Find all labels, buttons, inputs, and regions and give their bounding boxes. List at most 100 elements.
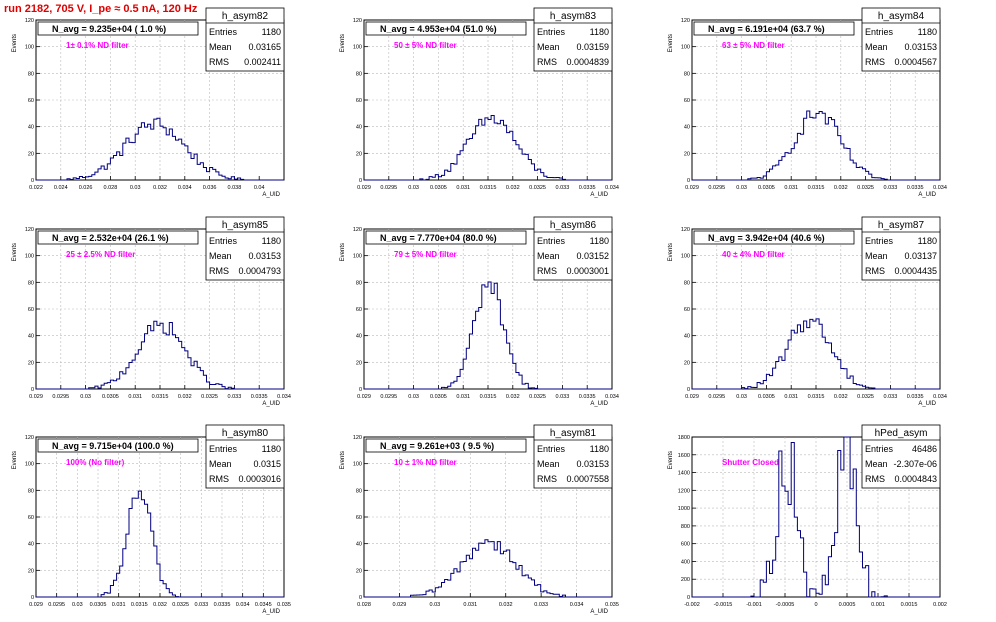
stats-value: 0.0007558	[566, 474, 609, 484]
stats-box	[205, 7, 285, 72]
stats-value: 0.03153	[248, 251, 281, 261]
x-tick-label: 0.038	[228, 185, 242, 191]
x-tick-label: 0.032	[506, 185, 520, 191]
y-tick-label: 60	[28, 307, 34, 313]
y-tick-label: 60	[356, 98, 362, 104]
x-tick-label: 0.034	[933, 185, 947, 191]
histogram-pad-h_asym85: 0.029 0.0295 0.03 0.0305 0.031 0.0315 0.032 0.0…	[12, 216, 291, 407]
y-tick-label: 40	[28, 542, 34, 548]
stats-value: 0.0004567	[894, 57, 937, 67]
stats-value: 0.002411	[244, 57, 281, 67]
plot-title: N_avg = 4.953e+04 (51.0 %)	[380, 24, 497, 34]
histogram-line	[692, 110, 940, 181]
y-tick-label: 60	[356, 515, 362, 521]
x-tick-label: 0.0335	[907, 185, 924, 191]
stats-box	[533, 7, 613, 72]
plot-title: N_avg = 3.942e+04 (40.6 %)	[708, 233, 825, 243]
y-tick-label: 80	[28, 71, 34, 77]
x-tick-label: 0.029	[357, 394, 371, 400]
filter-annotation: 50 ± 5% ND filter	[394, 41, 457, 50]
y-tick-label: 120	[353, 227, 362, 233]
filter-annotation: 1± 0.1% ND filter	[66, 41, 129, 50]
stats-box	[533, 216, 613, 281]
histogram-pad-hPed_asym: -0.002 -0.0015 -0.001 -0.0005 0 0.0005 0.001 0.…	[668, 424, 947, 608]
x-tick-label: 0.033	[884, 394, 898, 400]
stats-label: Entries	[209, 444, 238, 454]
y-tick-label: 20	[356, 151, 362, 157]
stats-label: Mean	[537, 251, 560, 261]
x-tick-label: 0.034	[570, 602, 584, 608]
stats-label: Mean	[209, 251, 232, 261]
stats-label: Entries	[865, 444, 894, 454]
stats-label: Entries	[209, 27, 238, 37]
x-tick-label: 0.033	[884, 185, 898, 191]
x-tick-label: 0.03	[80, 394, 91, 400]
stats-label: RMS	[209, 266, 229, 276]
stats-label: RMS	[865, 474, 885, 484]
x-tick-label: 0.0325	[201, 394, 218, 400]
y-tick-label: 100	[353, 462, 362, 468]
stats-value: 0.0315	[253, 459, 281, 469]
y-tick-label: 20	[684, 360, 690, 366]
x-tick-label: -0.0015	[714, 602, 733, 608]
x-tick-label: 0.029	[29, 394, 43, 400]
histogram-line	[692, 436, 940, 598]
stats-label: Mean	[865, 42, 888, 52]
stats-label: RMS	[209, 57, 229, 67]
stats-box	[205, 216, 285, 281]
stats-label: Entries	[537, 444, 566, 454]
x-tick-label: 0.0325	[857, 394, 874, 400]
stats-value: 1180	[590, 27, 609, 37]
stats-box	[861, 216, 941, 281]
y-tick-label: 0	[31, 387, 34, 393]
x-tick-label: 0.034	[236, 602, 250, 608]
y-tick-label: 0	[687, 178, 690, 184]
stats-value: 0.03152	[576, 251, 609, 261]
x-tick-label: 0.0315	[808, 185, 825, 191]
x-axis-label: A_UID	[590, 192, 608, 198]
y-tick-label: 1400	[678, 471, 690, 477]
plot-title: N_avg = 2.532e+04 (26.1 %)	[52, 233, 169, 243]
y-axis-label: Events	[340, 451, 346, 469]
x-tick-label: 0.0015	[901, 602, 918, 608]
y-tick-label: 80	[684, 280, 690, 286]
x-tick-label: 0.0305	[102, 394, 119, 400]
y-tick-label: 100	[25, 45, 34, 51]
x-tick-label: 0.03	[72, 602, 83, 608]
x-tick-label: 0.029	[685, 185, 699, 191]
hist-name: hPed_asym	[875, 428, 928, 439]
stats-label: Mean	[209, 42, 232, 52]
stats-box	[205, 424, 285, 489]
title-box	[37, 21, 199, 36]
hist-name: h_asym84	[878, 11, 925, 22]
y-axis-label: Events	[12, 34, 18, 52]
x-axis-label: A_UID	[262, 609, 280, 615]
x-tick-label: 0.0295	[52, 394, 69, 400]
x-tick-label: 0.035	[277, 602, 291, 608]
y-tick-label: 40	[356, 125, 362, 131]
plot-title: N_avg = 9.235e+04 ( 1.0 %)	[52, 24, 166, 34]
y-tick-label: 80	[356, 280, 362, 286]
histogram-pad-h_asym86: 0.029 0.0295 0.03 0.0305 0.031 0.0315 0.032 0.0…	[340, 216, 619, 407]
x-tick-label: 0.0345	[255, 602, 272, 608]
x-tick-label: -0.002	[684, 602, 700, 608]
y-axis-label: Events	[12, 243, 18, 261]
stats-value: 0.0004843	[894, 474, 937, 484]
stats-value: 0.03153	[904, 42, 937, 52]
title-box	[365, 230, 527, 245]
x-tick-label: 0.031	[463, 602, 477, 608]
stats-label: RMS	[865, 57, 885, 67]
y-tick-label: 60	[28, 98, 34, 104]
histogram-line	[364, 281, 612, 390]
histogram-pad-h_asym82: 0.022 0.024 0.026 0.028 0.03 0.032 0.034 0.036 0…	[12, 7, 285, 198]
plot-title: N_avg = 9.261e+03 ( 9.5 %)	[380, 441, 494, 451]
x-tick-label: 0.032	[834, 185, 848, 191]
histogram-line	[692, 318, 940, 390]
y-tick-label: 800	[681, 524, 690, 530]
x-axis-label: A_UID	[590, 401, 608, 407]
y-axis-label: Events	[668, 34, 674, 52]
y-tick-label: 80	[356, 488, 362, 494]
title-box	[693, 21, 855, 36]
stats-box	[861, 7, 941, 72]
stats-label: Entries	[865, 236, 894, 246]
